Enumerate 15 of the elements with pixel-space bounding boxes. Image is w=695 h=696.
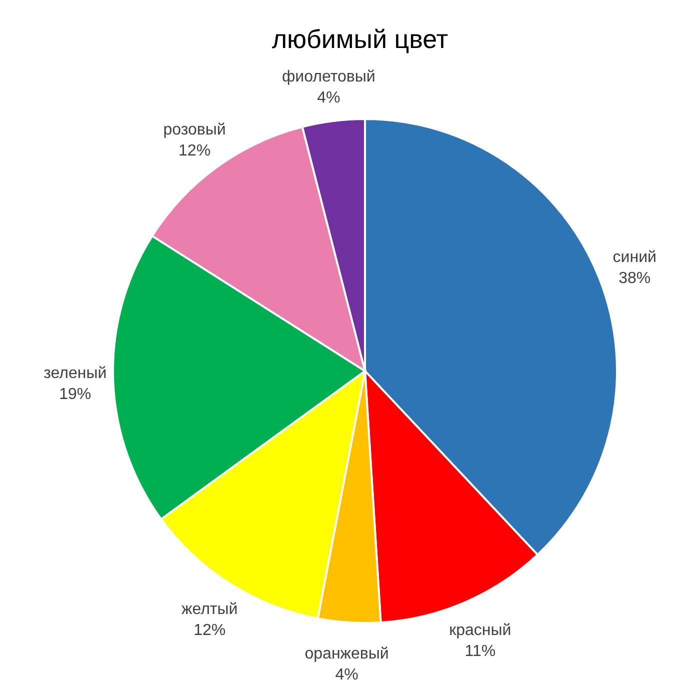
slice-label: красный — [449, 622, 512, 640]
slice-label: желтый — [182, 600, 238, 618]
data-label: 12% — [178, 142, 211, 160]
slice-label: зеленый — [44, 365, 107, 382]
data-label: 38% — [618, 270, 651, 288]
slice-label: фиолетовый — [282, 68, 376, 86]
data-label: 4% — [335, 666, 358, 684]
slice-label: розовый — [163, 121, 226, 138]
data-label: 4% — [317, 89, 340, 106]
data-label: 12% — [194, 622, 226, 639]
data-label: 11% — [464, 643, 496, 660]
slice-label: синий — [612, 249, 656, 266]
data-label: 19% — [59, 386, 92, 404]
chart-title: любимый цвет — [272, 24, 448, 54]
slice-label: оранжевый — [304, 645, 389, 662]
